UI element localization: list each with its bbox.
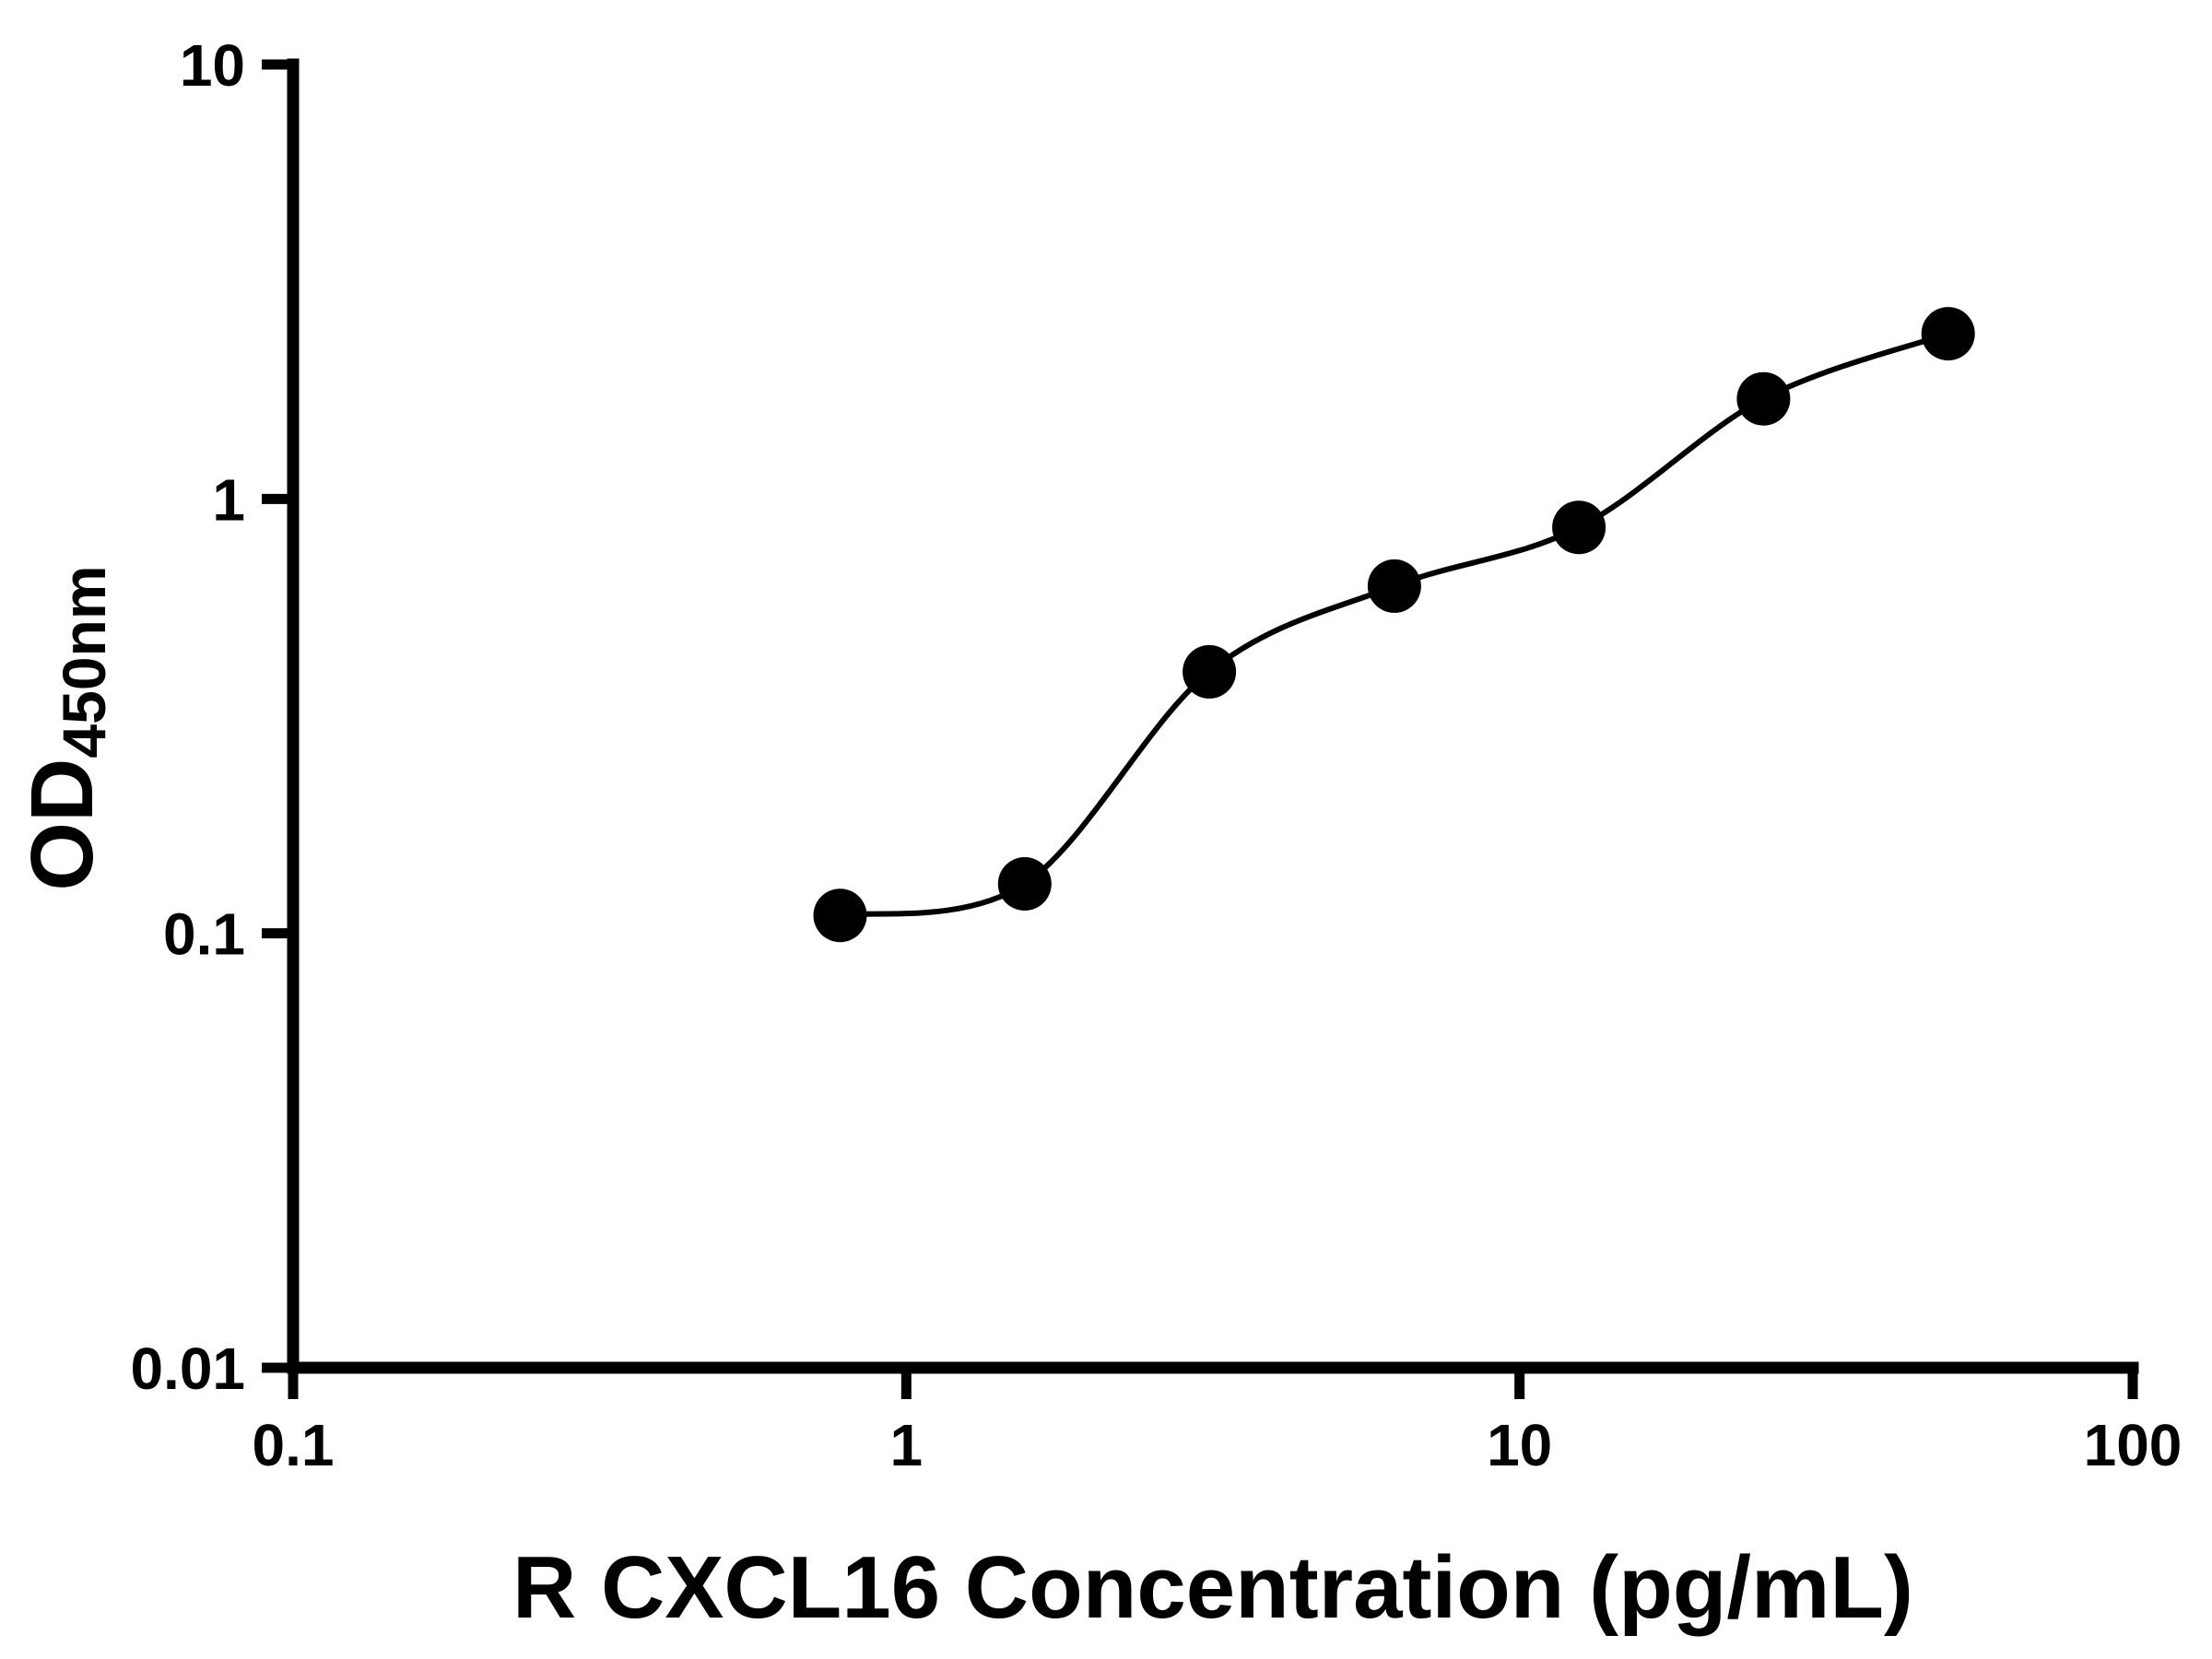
- axis-spines: [287, 58, 2139, 1374]
- y-axis-title-main: OD: [13, 759, 112, 891]
- x-axis-title: R CXCL16 Concentration (pg/mL): [512, 1538, 1913, 1637]
- y-tick-label: 10: [180, 32, 245, 99]
- data-point: [813, 888, 867, 943]
- data-point: [997, 857, 1052, 911]
- y-tick-label: 0.01: [130, 1335, 245, 1402]
- y-tick-label: 1: [212, 466, 245, 533]
- data-point: [1736, 371, 1791, 426]
- x-tick-label: 10: [1487, 1412, 1552, 1478]
- x-tick-label: 1: [890, 1412, 924, 1478]
- y-tick-label: 0.1: [163, 901, 245, 968]
- data-point: [1552, 500, 1606, 555]
- x-tick-label: 100: [2084, 1412, 2183, 1478]
- y-axis-title-subscript: 450nm: [50, 565, 118, 758]
- data-point: [1182, 644, 1237, 699]
- data-point: [1921, 307, 1975, 361]
- fit-curve: [839, 331, 1949, 919]
- y-axis-title: OD450nm: [13, 565, 118, 890]
- x-tick-label: 0.1: [253, 1412, 335, 1478]
- data-point: [1367, 559, 1421, 613]
